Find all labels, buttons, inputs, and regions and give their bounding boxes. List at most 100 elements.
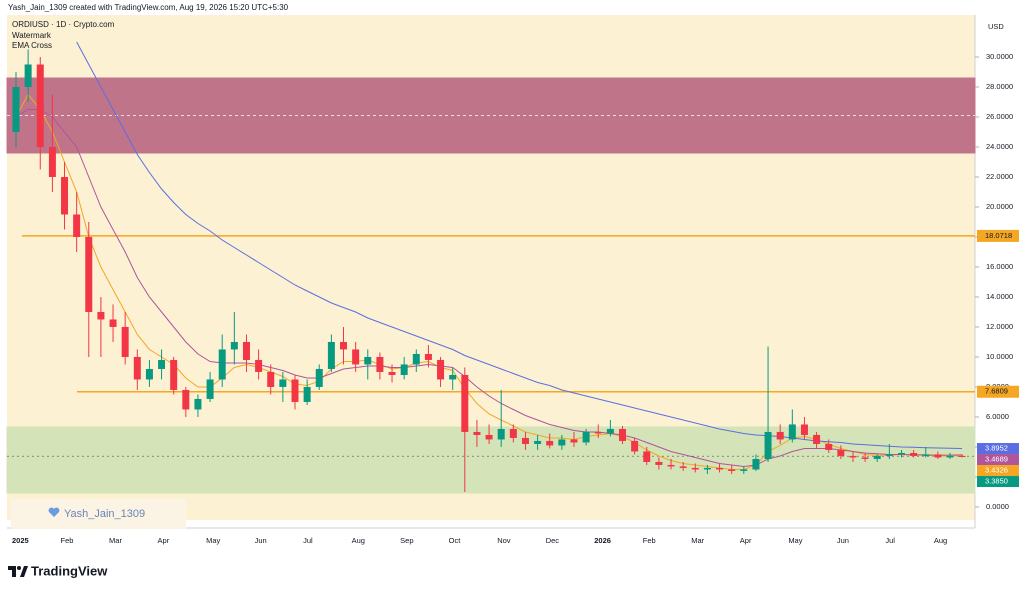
price-tag [977,454,1019,466]
candle-body [158,359,166,369]
y-tick-label: 24.0000 [986,142,1013,151]
candle-body [897,452,905,455]
candle-body [521,437,529,444]
candle-body [534,440,542,444]
y-tick-label: 6.0000 [986,412,1009,421]
symbol: ORDIUSD · 1D · Crypto.com [12,20,115,29]
candle-body [825,443,833,450]
candle-body [546,440,554,446]
candle-body [619,428,626,441]
price-tag [977,476,1019,488]
price-tag-label: 7.6809 [985,387,1008,396]
candle-body [437,359,445,380]
y-tick-label: 16.0000 [986,262,1013,271]
credit: Yash_Jain_1309 created with TradingView.… [8,3,289,12]
candle-body [170,359,178,390]
candle-body [849,455,857,458]
candle-body [242,341,250,360]
candle-body [679,466,687,468]
candle-body [24,64,32,87]
candle-body [121,326,129,357]
y-tick-label: 14.0000 [986,292,1013,301]
candle-body [230,341,238,350]
candle-body [85,236,93,312]
candle-body [740,469,748,471]
x-tick-label: Mar [109,536,122,545]
price-tag [977,229,1019,242]
x-tick-label: Apr [740,536,752,545]
candle-body [764,431,772,459]
y-tick-label: 26.0000 [986,112,1013,121]
candle-body [873,455,881,459]
candle-body [12,86,20,132]
candle-body [61,176,69,215]
candle-body [800,424,808,435]
candle-body [145,368,153,380]
candle-body [109,319,117,327]
candle-body [376,356,384,372]
candle-body [218,349,226,380]
price-tag [977,385,1019,398]
candle-body [582,431,590,443]
candle-body [497,428,505,440]
y-tick-label: 20.0000 [986,202,1013,211]
candle-body [461,374,469,432]
price-tag-label: 18.0718 [985,231,1012,240]
candle-body [97,311,105,320]
candle-body [776,431,784,440]
candle-body [424,353,432,360]
candle-body [594,431,602,434]
x-tick-label: Sep [400,536,413,545]
candle-body [631,440,639,452]
ema-line [15,109,963,468]
price-tag [977,465,1019,477]
candle-body [340,341,348,350]
candle-body [133,356,141,380]
candle-body [934,454,942,458]
candle-body [364,356,372,365]
x-tick-label: Jul [885,536,895,545]
y-tick-label: 22.0000 [986,172,1013,181]
candle-body [449,374,457,380]
price-tag [977,443,1019,455]
candle-body [922,454,930,456]
x-tick-label: Feb [61,536,74,545]
candle-body [716,467,724,470]
candle-body [570,439,578,443]
y-tick-label: 28.0000 [986,82,1013,91]
heart-icon [48,507,60,517]
plot [6,41,976,494]
indicator: EMA Cross [12,41,52,50]
candle-body [194,398,202,410]
x-tick-label: Apr [158,536,170,545]
candle-body [788,424,796,440]
candle-body [412,353,420,365]
candle-body [910,452,918,456]
candle-body [946,455,954,458]
price-tag-label: 3.4326 [985,466,1008,475]
candle-body [267,371,275,387]
brand: TradingView [31,563,108,578]
currency: USD [988,22,1004,31]
x-tick-label: Dec [546,536,560,545]
candle-body [667,464,675,467]
x-tick-label: Aug [934,536,947,545]
candle-body [752,458,760,470]
candle-body [703,467,711,470]
candle-body [279,379,287,387]
candle-body [691,467,699,470]
candle-body [861,457,869,459]
candle-body [400,364,408,375]
y-tick-label: 30.0000 [986,52,1013,61]
x-tick-label: Jun [837,536,849,545]
candle-body [303,386,311,402]
candle-body [315,368,323,387]
x-tick-label: May [206,536,220,545]
candle-body [655,461,663,465]
watermark-box [11,499,186,529]
candle-body [48,146,56,177]
candle-body [485,434,493,440]
candle-body [509,428,517,438]
y-tick-label: 10.0000 [986,352,1013,361]
